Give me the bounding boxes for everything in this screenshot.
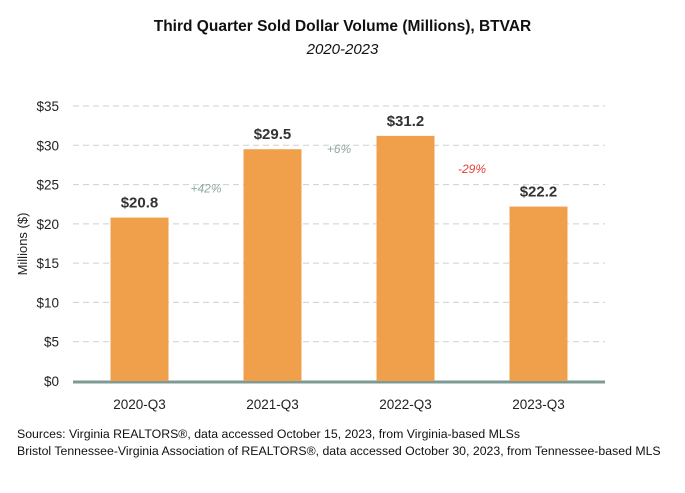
- bar: [110, 217, 169, 381]
- y-axis-label: Millions ($): [15, 213, 30, 276]
- bar-value-label: $20.8: [121, 195, 159, 212]
- y-tick-label: $20: [36, 217, 59, 232]
- bar: [376, 135, 435, 381]
- chart-subtitle: 2020-2023: [306, 41, 379, 58]
- bar-value-label: $22.2: [520, 184, 558, 201]
- y-tick-label: $0: [44, 374, 59, 389]
- y-tick-label: $35: [36, 99, 59, 114]
- y-tick-label: $15: [36, 256, 59, 271]
- change-annotation: +6%: [327, 142, 352, 156]
- change-annotation: -29%: [458, 162, 486, 176]
- x-tick-label: 2023-Q3: [512, 397, 565, 412]
- y-tick-label: $30: [36, 138, 59, 153]
- source-line-1: Sources: Virginia REALTORS®, data access…: [17, 427, 521, 441]
- bar: [243, 149, 302, 381]
- chart-title: Third Quarter Sold Dollar Volume (Millio…: [153, 18, 532, 35]
- y-tick-label: $25: [36, 178, 59, 193]
- sources-note: Sources: Virginia REALTORS®, data access…: [17, 426, 661, 460]
- change-annotation: +42%: [190, 182, 221, 196]
- y-tick-label: $10: [36, 295, 59, 310]
- bar-chart: $0 $5 $10 $15 $20 $25 $30 $35 $20.8 2020-Q3 $29.5 2…: [15, 99, 605, 412]
- bar-value-label: $31.2: [387, 113, 425, 130]
- bar: [509, 206, 568, 381]
- bar-value-label: $29.5: [254, 126, 292, 143]
- x-tick-label: 2020-Q3: [113, 397, 166, 412]
- source-line-2: Bristol Tennessee-Virginia Association o…: [17, 444, 661, 458]
- x-tick-label: 2021-Q3: [246, 397, 299, 412]
- x-tick-label: 2022-Q3: [379, 397, 432, 412]
- y-tick-label: $5: [44, 335, 59, 350]
